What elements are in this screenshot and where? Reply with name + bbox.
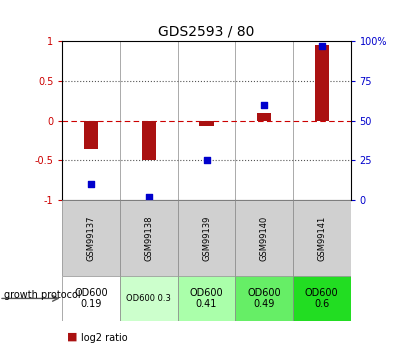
Point bbox=[146, 194, 152, 200]
Text: ■: ■ bbox=[66, 332, 77, 342]
Bar bbox=[257, 113, 271, 121]
Bar bbox=[199, 121, 214, 126]
Point bbox=[204, 158, 210, 163]
Bar bbox=[315, 46, 329, 121]
Bar bbox=[62, 200, 120, 276]
Bar bbox=[120, 276, 178, 321]
Title: GDS2593 / 80: GDS2593 / 80 bbox=[158, 25, 255, 39]
Text: GSM99141: GSM99141 bbox=[317, 215, 326, 261]
Point bbox=[319, 43, 325, 49]
Bar bbox=[178, 276, 235, 321]
Text: GSM99138: GSM99138 bbox=[144, 215, 154, 261]
Bar bbox=[235, 200, 293, 276]
Text: growth protocol: growth protocol bbox=[4, 290, 81, 300]
Text: GSM99139: GSM99139 bbox=[202, 215, 211, 261]
Bar bbox=[84, 121, 98, 148]
Bar bbox=[178, 200, 235, 276]
Bar bbox=[293, 276, 351, 321]
Text: OD600
0.49: OD600 0.49 bbox=[247, 288, 281, 309]
Text: GSM99137: GSM99137 bbox=[87, 215, 96, 261]
Text: OD600
0.19: OD600 0.19 bbox=[75, 288, 108, 309]
Bar bbox=[235, 276, 293, 321]
Bar bbox=[120, 200, 178, 276]
Point bbox=[261, 102, 268, 108]
Text: OD600
0.41: OD600 0.41 bbox=[190, 288, 223, 309]
Bar bbox=[62, 276, 120, 321]
Text: GSM99140: GSM99140 bbox=[260, 215, 269, 261]
Point bbox=[88, 181, 95, 187]
Text: OD600 0.3: OD600 0.3 bbox=[127, 294, 171, 303]
Bar bbox=[142, 121, 156, 160]
Text: OD600
0.6: OD600 0.6 bbox=[305, 288, 339, 309]
Text: log2 ratio: log2 ratio bbox=[81, 333, 127, 343]
Bar bbox=[293, 200, 351, 276]
